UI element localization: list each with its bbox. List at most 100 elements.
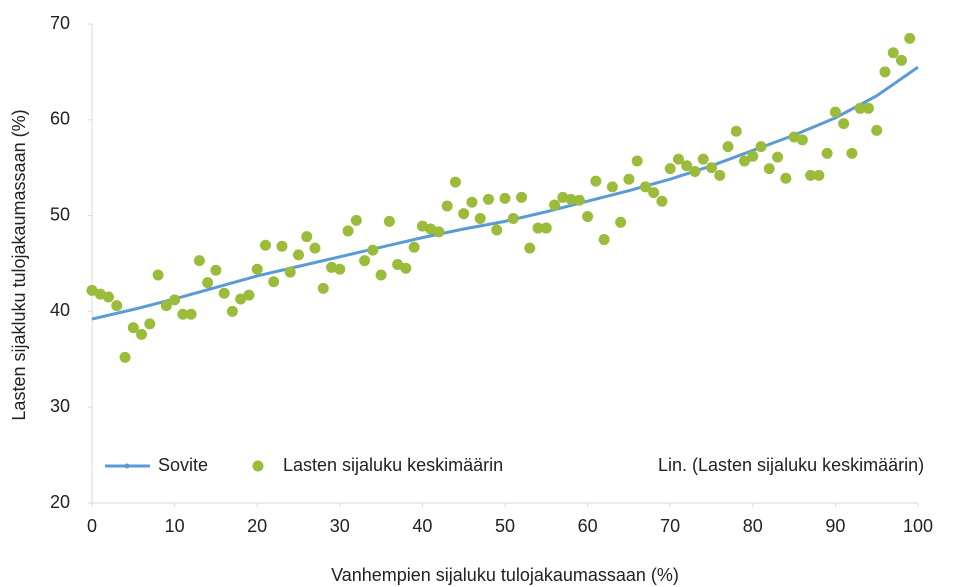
point xyxy=(689,166,701,178)
x-tick-label: 90 xyxy=(825,516,845,536)
point xyxy=(573,194,585,206)
x-tick-label: 100 xyxy=(903,516,933,536)
point xyxy=(193,255,205,267)
point xyxy=(664,163,676,175)
point xyxy=(499,192,511,204)
point xyxy=(119,351,131,363)
point xyxy=(243,289,255,301)
legend-label: Lasten sijaluku keskimäärin xyxy=(283,455,503,475)
point xyxy=(838,118,850,130)
x-tick-label: 0 xyxy=(87,516,97,536)
point xyxy=(730,125,742,137)
point xyxy=(416,220,428,232)
point xyxy=(202,277,214,289)
point xyxy=(400,262,412,274)
point xyxy=(111,300,123,312)
x-tick-label: 80 xyxy=(743,516,763,536)
point xyxy=(747,150,759,162)
point xyxy=(259,239,271,251)
point xyxy=(458,208,470,220)
point xyxy=(425,223,437,235)
point xyxy=(103,291,115,303)
point xyxy=(152,269,164,281)
point xyxy=(474,212,486,224)
point xyxy=(160,300,172,312)
point xyxy=(780,172,792,184)
point xyxy=(540,222,552,234)
x-tick-label: 60 xyxy=(578,516,598,536)
x-tick-label: 10 xyxy=(165,516,185,536)
point xyxy=(887,47,899,59)
x-tick-label: 40 xyxy=(412,516,432,536)
point xyxy=(177,308,189,320)
point xyxy=(251,263,263,275)
point xyxy=(672,153,684,165)
y-tick-label: 30 xyxy=(50,396,70,416)
fit-line xyxy=(91,65,919,321)
point xyxy=(185,308,197,320)
point xyxy=(466,196,478,208)
point xyxy=(615,216,627,228)
y-axis-title: Lasten sijakluku tulojakaumassaan (%) xyxy=(9,109,29,420)
point xyxy=(309,242,321,254)
point xyxy=(293,249,304,261)
point xyxy=(210,264,222,276)
point xyxy=(532,222,544,234)
point xyxy=(235,293,247,305)
point xyxy=(582,211,594,223)
point xyxy=(334,263,346,275)
point xyxy=(706,162,717,174)
y-tick-label: 50 xyxy=(50,204,70,224)
point xyxy=(524,242,536,254)
point xyxy=(218,287,230,299)
point xyxy=(317,282,329,294)
y-tick-label: 70 xyxy=(50,13,70,33)
point xyxy=(623,173,635,185)
legend-label: Lin. (Lasten sijaluku keskimäärin) xyxy=(658,455,924,475)
point xyxy=(482,193,494,205)
point xyxy=(590,175,602,187)
point xyxy=(449,176,461,188)
point xyxy=(755,141,767,153)
point xyxy=(854,102,866,114)
x-axis-title: Vanhempien sijaluku tulojakaumassaan (%) xyxy=(331,565,679,585)
point xyxy=(392,258,404,270)
point xyxy=(433,226,445,238)
legend-swatch xyxy=(124,463,130,469)
point xyxy=(169,294,181,306)
point xyxy=(598,234,610,246)
point xyxy=(86,284,98,296)
point xyxy=(648,187,660,199)
point xyxy=(772,151,784,163)
point xyxy=(491,224,503,236)
point xyxy=(565,193,577,205)
point xyxy=(829,106,841,118)
point xyxy=(276,240,288,252)
point xyxy=(871,124,883,136)
point xyxy=(557,191,569,203)
point xyxy=(895,54,907,66)
y-tick-label: 20 xyxy=(50,492,70,512)
point xyxy=(606,181,618,193)
y-tick-label: 60 xyxy=(50,109,70,129)
point xyxy=(879,66,891,78)
point xyxy=(94,288,106,300)
y-tick-label: 40 xyxy=(50,300,70,320)
point xyxy=(144,318,156,330)
point xyxy=(722,141,734,153)
point xyxy=(639,181,651,193)
point xyxy=(326,261,338,273)
point xyxy=(359,255,371,267)
point xyxy=(516,191,528,203)
point xyxy=(350,214,362,226)
point xyxy=(268,276,280,288)
point xyxy=(408,241,420,253)
point xyxy=(631,155,643,167)
legend-label: Sovite xyxy=(158,455,208,475)
x-tick-label: 30 xyxy=(330,516,350,536)
point xyxy=(813,169,825,181)
point xyxy=(226,305,238,317)
point xyxy=(763,163,775,175)
point xyxy=(904,32,916,44)
